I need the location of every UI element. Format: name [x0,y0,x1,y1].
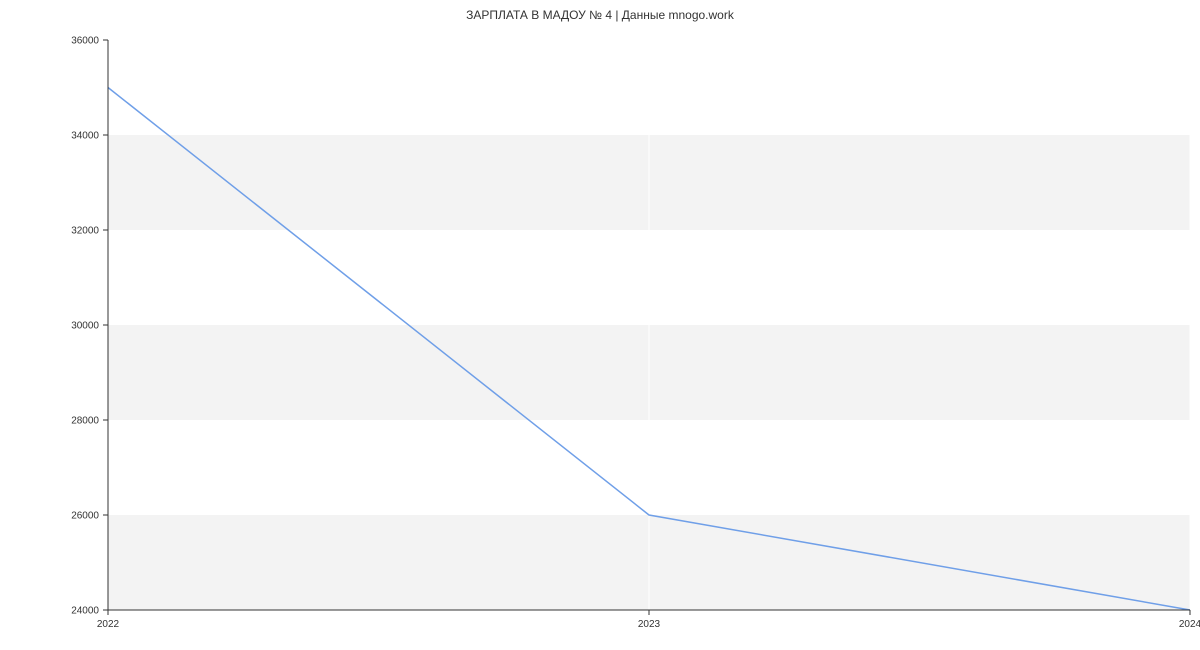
svg-text:24000: 24000 [71,606,99,617]
chart-svg: 24000 26000 28000 30000 32000 34000 36000 2022 2… [0,0,1200,650]
svg-text:32000: 32000 [71,226,99,237]
svg-text:2023: 2023 [638,619,661,630]
svg-text:2024: 2024 [1179,619,1200,630]
svg-text:34000: 34000 [71,131,99,142]
salary-chart: ЗАРПЛАТА В МАДОУ № 4 | Данные mnogo.work… [0,0,1200,650]
svg-text:26000: 26000 [71,511,99,522]
svg-text:2022: 2022 [97,619,120,630]
svg-text:30000: 30000 [71,321,99,332]
svg-text:36000: 36000 [71,36,99,47]
svg-text:28000: 28000 [71,416,99,427]
